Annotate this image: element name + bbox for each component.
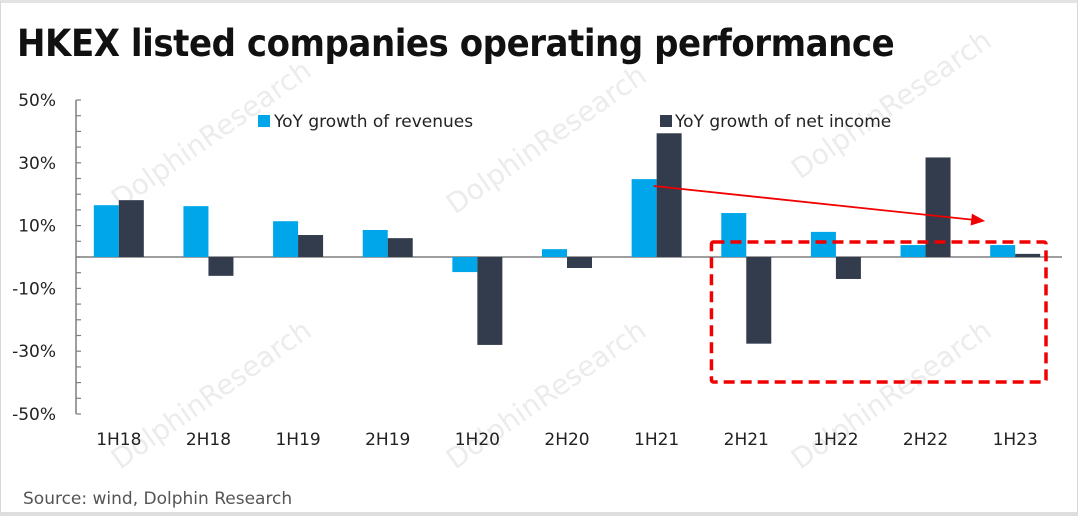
y-tick-label: 50% [18, 91, 56, 111]
legend-label-net-income: YoY growth of net income [674, 112, 891, 132]
watermark-text: DolphinResearch [105, 53, 317, 215]
highlight-dashed-box [709, 240, 1048, 384]
bars [93, 133, 1041, 345]
x-tick-label: 1H20 [455, 430, 500, 450]
bar-net-income-1h18 [118, 200, 144, 257]
legend-label-revenue: YoY growth of revenues [273, 112, 473, 132]
x-tick-label: 2H19 [365, 430, 410, 450]
bar-revenue-2h22 [900, 245, 926, 257]
bar-net-income-1h19 [298, 235, 324, 257]
trend-arrow-line [653, 185, 976, 221]
bar-revenue-1h21 [631, 179, 657, 257]
bar-net-income-1h23 [1015, 253, 1041, 257]
y-tick-label: -50% [12, 405, 56, 425]
x-tick-label: 2H18 [186, 430, 231, 450]
bar-net-income-1h20 [477, 257, 503, 345]
bar-revenue-1h23 [990, 245, 1016, 257]
watermark-text: DolphinResearch [785, 313, 997, 475]
annotations [653, 185, 1048, 384]
x-tick-label: 1H23 [993, 430, 1038, 450]
x-tick-label: 2H20 [544, 430, 589, 450]
bar-revenue-1h22 [810, 231, 836, 257]
bar-revenue-2h21 [721, 213, 747, 257]
bar-net-income-2h21 [746, 257, 772, 344]
watermark-text: DolphinResearch [105, 313, 317, 475]
bar-net-income-1h22 [835, 257, 861, 279]
bar-revenue-1h18 [93, 205, 119, 257]
watermark-text: DolphinResearch [440, 313, 652, 475]
legend-swatch-net-income [660, 115, 672, 127]
bar-revenue-2h20 [542, 249, 567, 257]
x-tick-label: 1H18 [96, 430, 141, 450]
legend: YoY growth of revenues YoY growth of net… [258, 112, 891, 132]
x-axis-labels: 1H18 2H18 1H19 2H19 1H20 2H20 1H21 2H21 1H22 2H22… [96, 430, 1038, 450]
bar-revenue-2h19 [362, 229, 388, 257]
watermark-text: DolphinResearch [440, 58, 652, 220]
bar-net-income-2h19 [387, 238, 413, 257]
bar-revenue-2h18 [183, 206, 209, 257]
chart-title: HKEX listed companies operating performa… [17, 22, 895, 65]
trend-arrow-head [970, 213, 986, 226]
source-note: Source: wind, Dolphin Research [23, 489, 293, 509]
y-tick-label: -30% [12, 342, 56, 362]
bar-revenue-1h20 [452, 257, 478, 273]
x-tick-label: 1H22 [813, 430, 858, 450]
bar-net-income-2h18 [208, 257, 234, 276]
legend-swatch-revenue [258, 115, 270, 127]
x-tick-label: 2H22 [903, 430, 948, 450]
watermark-text: DolphinResearch [785, 23, 997, 185]
x-tick-label: 1H19 [275, 430, 320, 450]
y-tick-label: 10% [18, 217, 56, 237]
bar-revenue-1h19 [273, 221, 299, 257]
x-tick-label: 1H21 [634, 430, 679, 450]
x-tick-label: 2H21 [724, 430, 769, 450]
y-tick-label: -10% [12, 279, 56, 299]
bar-net-income-1h21 [656, 133, 682, 257]
y-axis: 50% 30% 10% -10% -30% -50% [12, 91, 1062, 425]
y-tick-label: 30% [18, 154, 56, 174]
bar-net-income-2h20 [567, 257, 592, 268]
